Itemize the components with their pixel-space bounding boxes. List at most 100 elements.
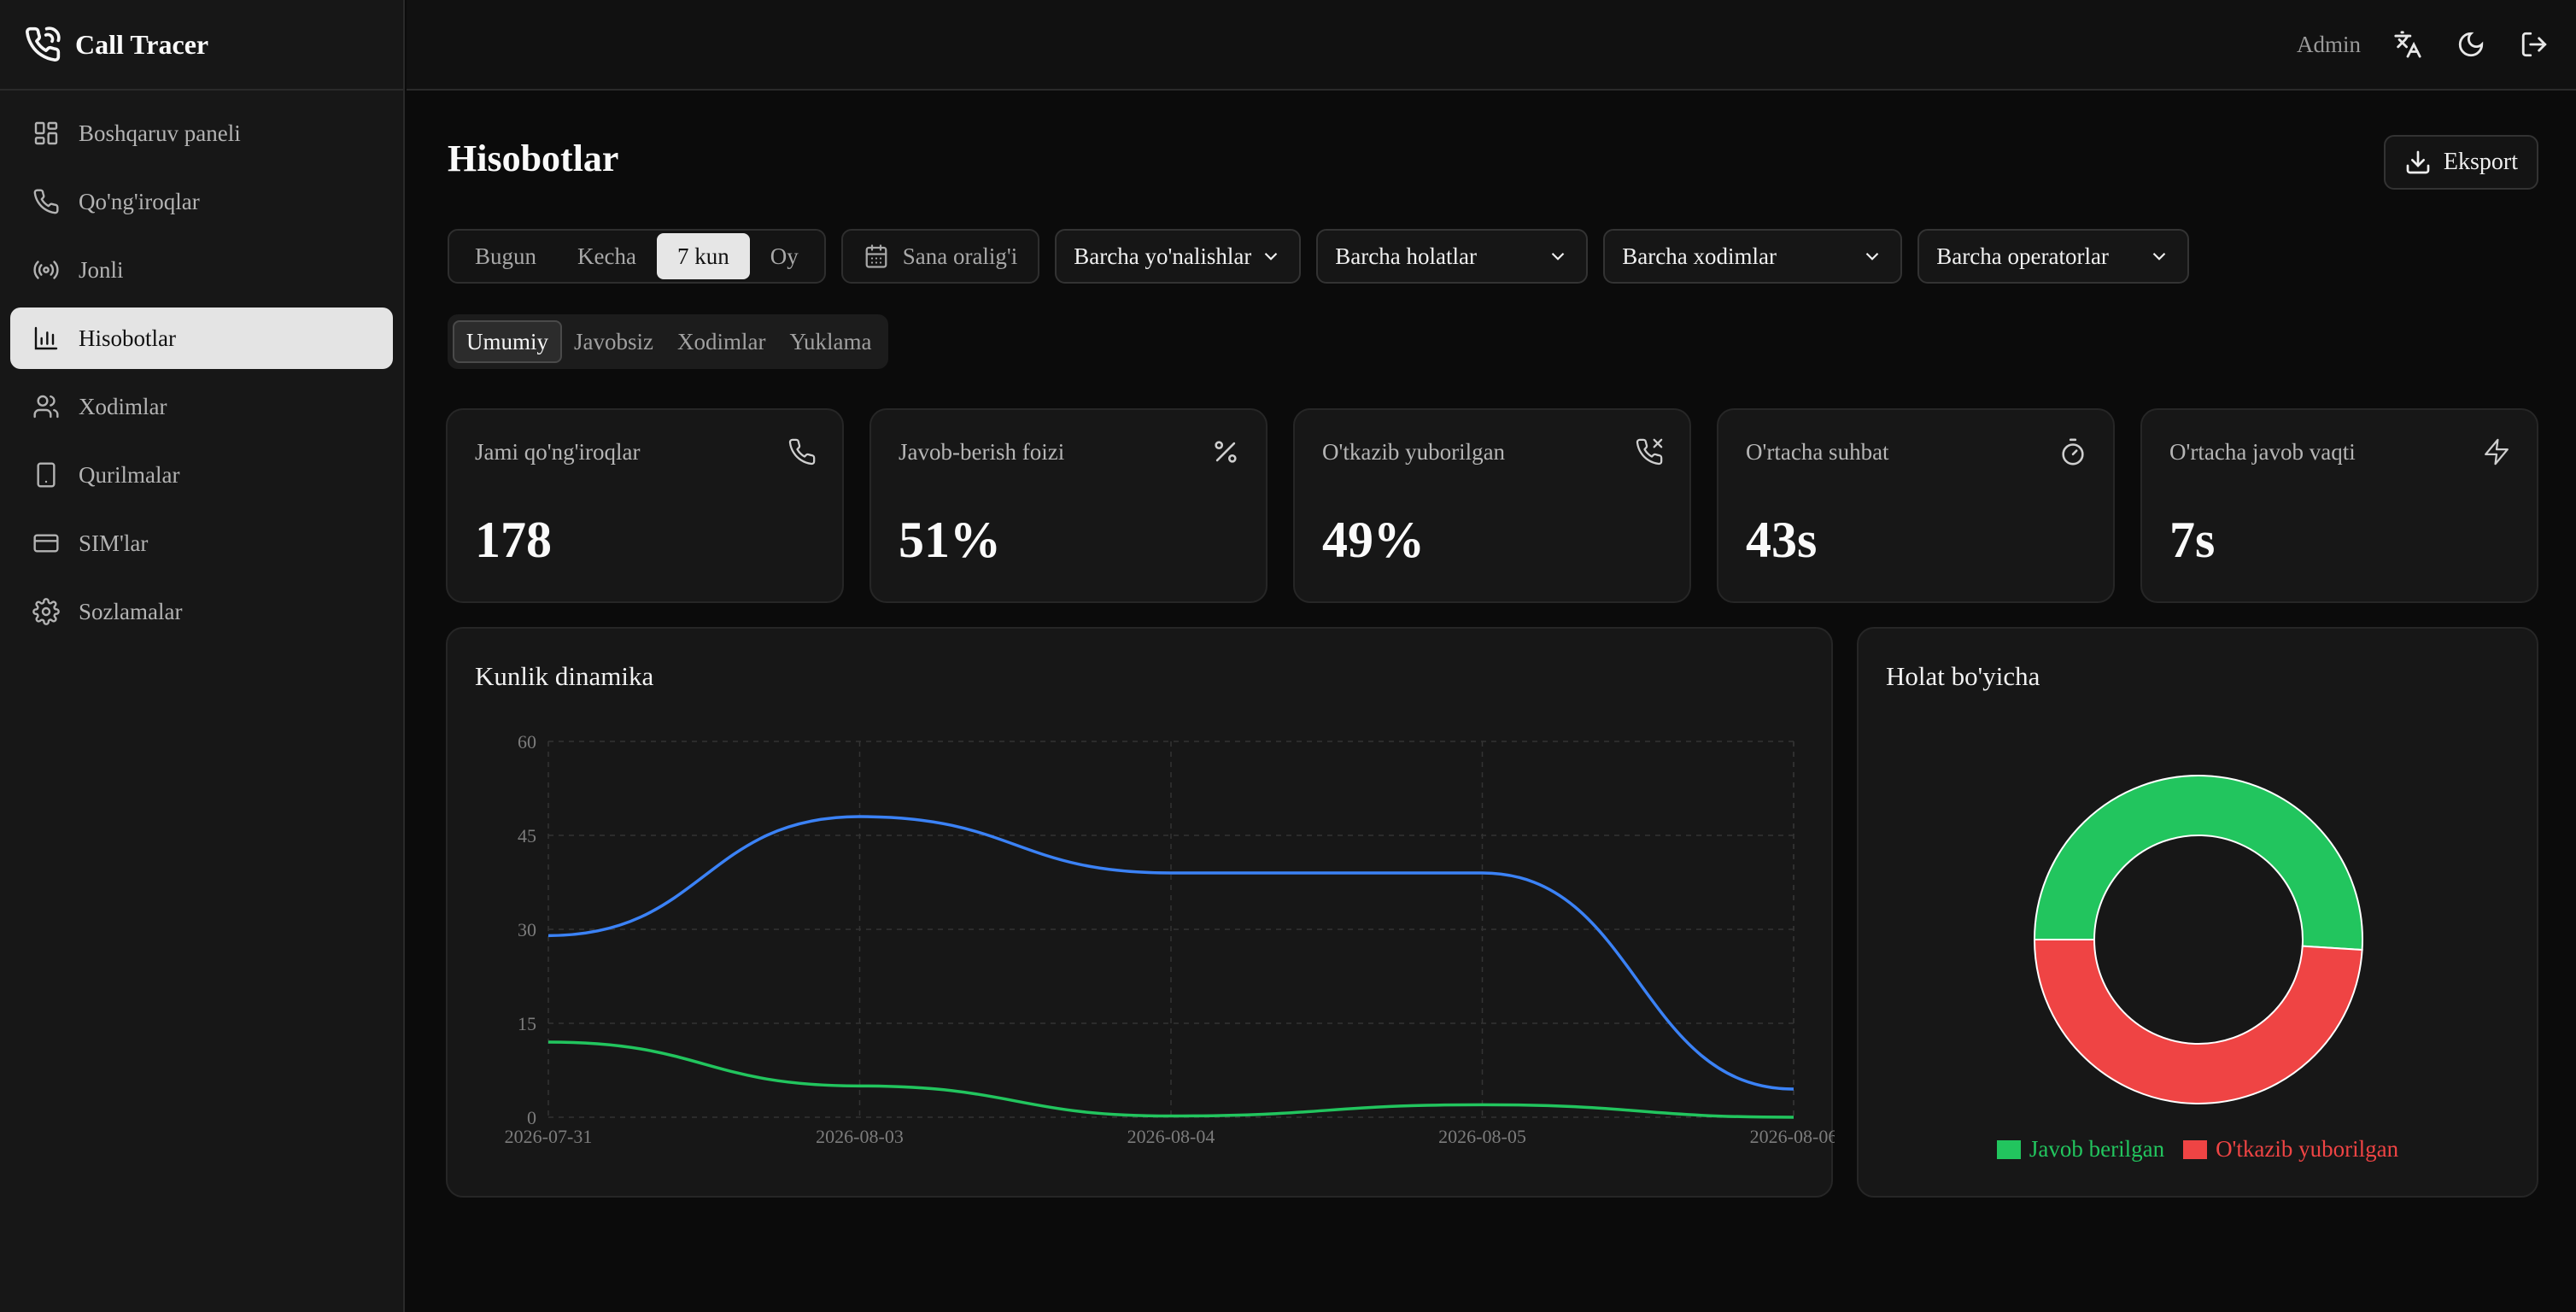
daily-dynamics-card: 0 15 30 45 60 2026-07-31 2026-08-03 2026-08-04 2… bbox=[446, 627, 1835, 1198]
translate-icon bbox=[2394, 31, 2421, 58]
kpi-value: 7s bbox=[2169, 512, 2216, 568]
legend-label: O'tkazib yuborilgan bbox=[2216, 1136, 2399, 1162]
legend-swatch bbox=[1996, 1139, 2021, 1159]
kpi-card-avg-answer-time: O'rtacha javob vaqti 7s bbox=[2140, 408, 2538, 603]
kpi-label: Javob-berish foizi bbox=[899, 439, 1065, 465]
users-icon bbox=[33, 395, 59, 419]
kpi-row: Jami qo'ng'iroqlar 178 Javob-berish foiz… bbox=[446, 408, 2538, 603]
period-month-button[interactable]: Oy bbox=[770, 243, 799, 269]
app-title: Call Tracer bbox=[75, 28, 209, 60]
kpi-value: 49% bbox=[1322, 512, 1425, 568]
donut-slice-0[interactable] bbox=[2033, 775, 2363, 952]
theme-toggle-button[interactable] bbox=[2453, 26, 2489, 62]
chevron-down-icon bbox=[1552, 252, 1565, 261]
calendar-icon bbox=[865, 244, 887, 268]
tab-general[interactable]: Umumiy bbox=[453, 320, 563, 363]
sidebar-item-label: Sozlamalar bbox=[79, 598, 183, 624]
legend-item-answered[interactable]: Javob berilgan bbox=[1996, 1136, 2165, 1163]
main-content: Hisobotlar Eksport Bugun Kecha 7 kun Oy … bbox=[407, 92, 2576, 1312]
filter-row: Bugun Kecha 7 kun Oy Sana oralig'i Barch… bbox=[448, 229, 2190, 284]
operators-select-value: Barcha operatorlar bbox=[1936, 243, 2109, 269]
chevron-down-icon bbox=[1866, 252, 1879, 261]
phone-icon bbox=[787, 437, 817, 466]
phone-call-logo-icon bbox=[26, 26, 61, 62]
daily-dynamics-chart: 0 15 30 45 60 2026-07-31 2026-08-03 2026-08-04 2… bbox=[505, 731, 1835, 1147]
series-line-0[interactable] bbox=[547, 815, 1794, 1091]
date-range-picker[interactable]: Sana oralig'i bbox=[840, 229, 1040, 284]
sidebar-item-calls[interactable]: Qo'ng'iroqlar bbox=[10, 171, 393, 232]
tab-employees[interactable]: Xodimlar bbox=[677, 328, 766, 354]
sidebar-item-devices[interactable]: Qurilmalar bbox=[10, 444, 393, 506]
brand[interactable]: Call Tracer bbox=[0, 0, 403, 91]
y-tick-label: 15 bbox=[518, 1013, 536, 1034]
date-range-label: Sana oralig'i bbox=[902, 243, 1018, 269]
legend-item-missed[interactable]: O'tkazib yuborilgan bbox=[2183, 1136, 2398, 1163]
sidebar-item-settings[interactable]: Sozlamalar bbox=[10, 581, 393, 642]
tab-load[interactable]: Yuklama bbox=[789, 328, 872, 354]
chart-title: Holat bo'yicha bbox=[1886, 661, 2040, 691]
phone-missed-icon bbox=[1635, 437, 1664, 466]
kpi-value: 51% bbox=[899, 512, 1001, 568]
kpi-label: O'rtacha suhbat bbox=[1746, 439, 1889, 465]
period-yesterday-button[interactable]: Kecha bbox=[577, 243, 636, 269]
kpi-value: 178 bbox=[475, 512, 552, 568]
y-tick-label: 0 bbox=[527, 1107, 536, 1128]
y-tick-label: 60 bbox=[518, 731, 536, 753]
chart-title: Kunlik dinamika bbox=[475, 661, 654, 691]
sidebar-item-label: Jonli bbox=[79, 256, 124, 283]
phone-icon bbox=[33, 189, 59, 214]
sidebar-item-live[interactable]: Jonli bbox=[10, 239, 393, 301]
employees-select-value: Barcha xodimlar bbox=[1622, 243, 1777, 269]
chart-legend: Javob berilgan O'tkazib yuborilgan bbox=[1859, 1136, 2537, 1163]
period-selector: Bugun Kecha 7 kun Oy bbox=[448, 229, 826, 284]
x-tick-label: 2026-08-03 bbox=[816, 1126, 904, 1147]
kpi-card-missed: O'tkazib yuborilgan 49% bbox=[1293, 408, 1691, 603]
kpi-card-answer-rate: Javob-berish foizi 51% bbox=[869, 408, 1268, 603]
operators-select[interactable]: Barcha operatorlar bbox=[1917, 229, 2190, 284]
donut-slice-1[interactable] bbox=[2033, 939, 2363, 1104]
sidebar-item-sims[interactable]: SIM'lar bbox=[10, 512, 393, 574]
sidebar-item-label: SIM'lar bbox=[79, 530, 149, 556]
status-breakdown-card: Holat bo'yicha Javob berilgan O'tkazib y… bbox=[1857, 627, 2538, 1198]
sim-card-icon bbox=[33, 534, 59, 553]
x-tick-label: 2026-08-04 bbox=[1127, 1126, 1215, 1147]
moon-icon bbox=[2458, 32, 2484, 57]
kpi-label: O'tkazib yuborilgan bbox=[1322, 439, 1506, 465]
legend-swatch bbox=[2183, 1139, 2208, 1159]
logout-button[interactable] bbox=[2516, 26, 2552, 62]
report-tabs: Umumiy Javobsiz Xodimlar Yuklama bbox=[448, 314, 889, 369]
direction-select[interactable]: Barcha yo'nalishlar bbox=[1055, 229, 1302, 284]
page-title: Hisobotlar bbox=[448, 138, 619, 179]
device-icon bbox=[37, 462, 56, 488]
period-today-button[interactable]: Bugun bbox=[475, 243, 537, 269]
kpi-card-avg-talk: O'rtacha suhbat 43s bbox=[1717, 408, 2115, 603]
employees-select[interactable]: Barcha xodimlar bbox=[1603, 229, 1903, 284]
dashboard-icon bbox=[34, 121, 58, 145]
tab-unanswered[interactable]: Javobsiz bbox=[574, 328, 653, 354]
export-button[interactable]: Eksport bbox=[2383, 135, 2538, 190]
chevron-down-icon bbox=[2153, 252, 2166, 261]
settings-icon bbox=[32, 598, 60, 625]
status-donut-chart bbox=[2033, 775, 2363, 1104]
direction-select-value: Barcha yo'nalishlar bbox=[1074, 243, 1252, 269]
sidebar-item-label: Hisobotlar bbox=[79, 325, 176, 351]
status-select[interactable]: Barcha holatlar bbox=[1316, 229, 1589, 284]
sidebar-item-label: Boshqaruv paneli bbox=[79, 120, 241, 146]
sidebar-nav: Boshqaruv paneli Qo'ng'iroqlar Jonli His… bbox=[0, 91, 403, 661]
user-name: Admin bbox=[2296, 31, 2361, 57]
sidebar-item-reports[interactable]: Hisobotlar bbox=[10, 308, 393, 369]
x-tick-label: 2026-08-05 bbox=[1438, 1126, 1526, 1147]
kpi-value: 43s bbox=[1746, 512, 1818, 568]
sidebar: Call Tracer Boshqaruv paneli Qo'ng'iroql… bbox=[0, 0, 405, 1312]
export-label: Eksport bbox=[2443, 149, 2518, 175]
sidebar-item-dashboard[interactable]: Boshqaruv paneli bbox=[10, 102, 393, 164]
legend-label: Javob berilgan bbox=[2029, 1136, 2165, 1162]
kpi-label: O'rtacha javob vaqti bbox=[2169, 439, 2356, 465]
language-button[interactable] bbox=[2390, 26, 2426, 62]
x-tick-label: 2026-08-06 bbox=[1750, 1126, 1835, 1147]
sidebar-item-employees[interactable]: Xodimlar bbox=[10, 376, 393, 437]
period-7days-button[interactable]: 7 kun bbox=[656, 233, 750, 279]
series-line-1[interactable] bbox=[547, 1040, 1794, 1119]
y-tick-label: 30 bbox=[518, 919, 536, 940]
bar-chart-icon bbox=[34, 326, 58, 350]
